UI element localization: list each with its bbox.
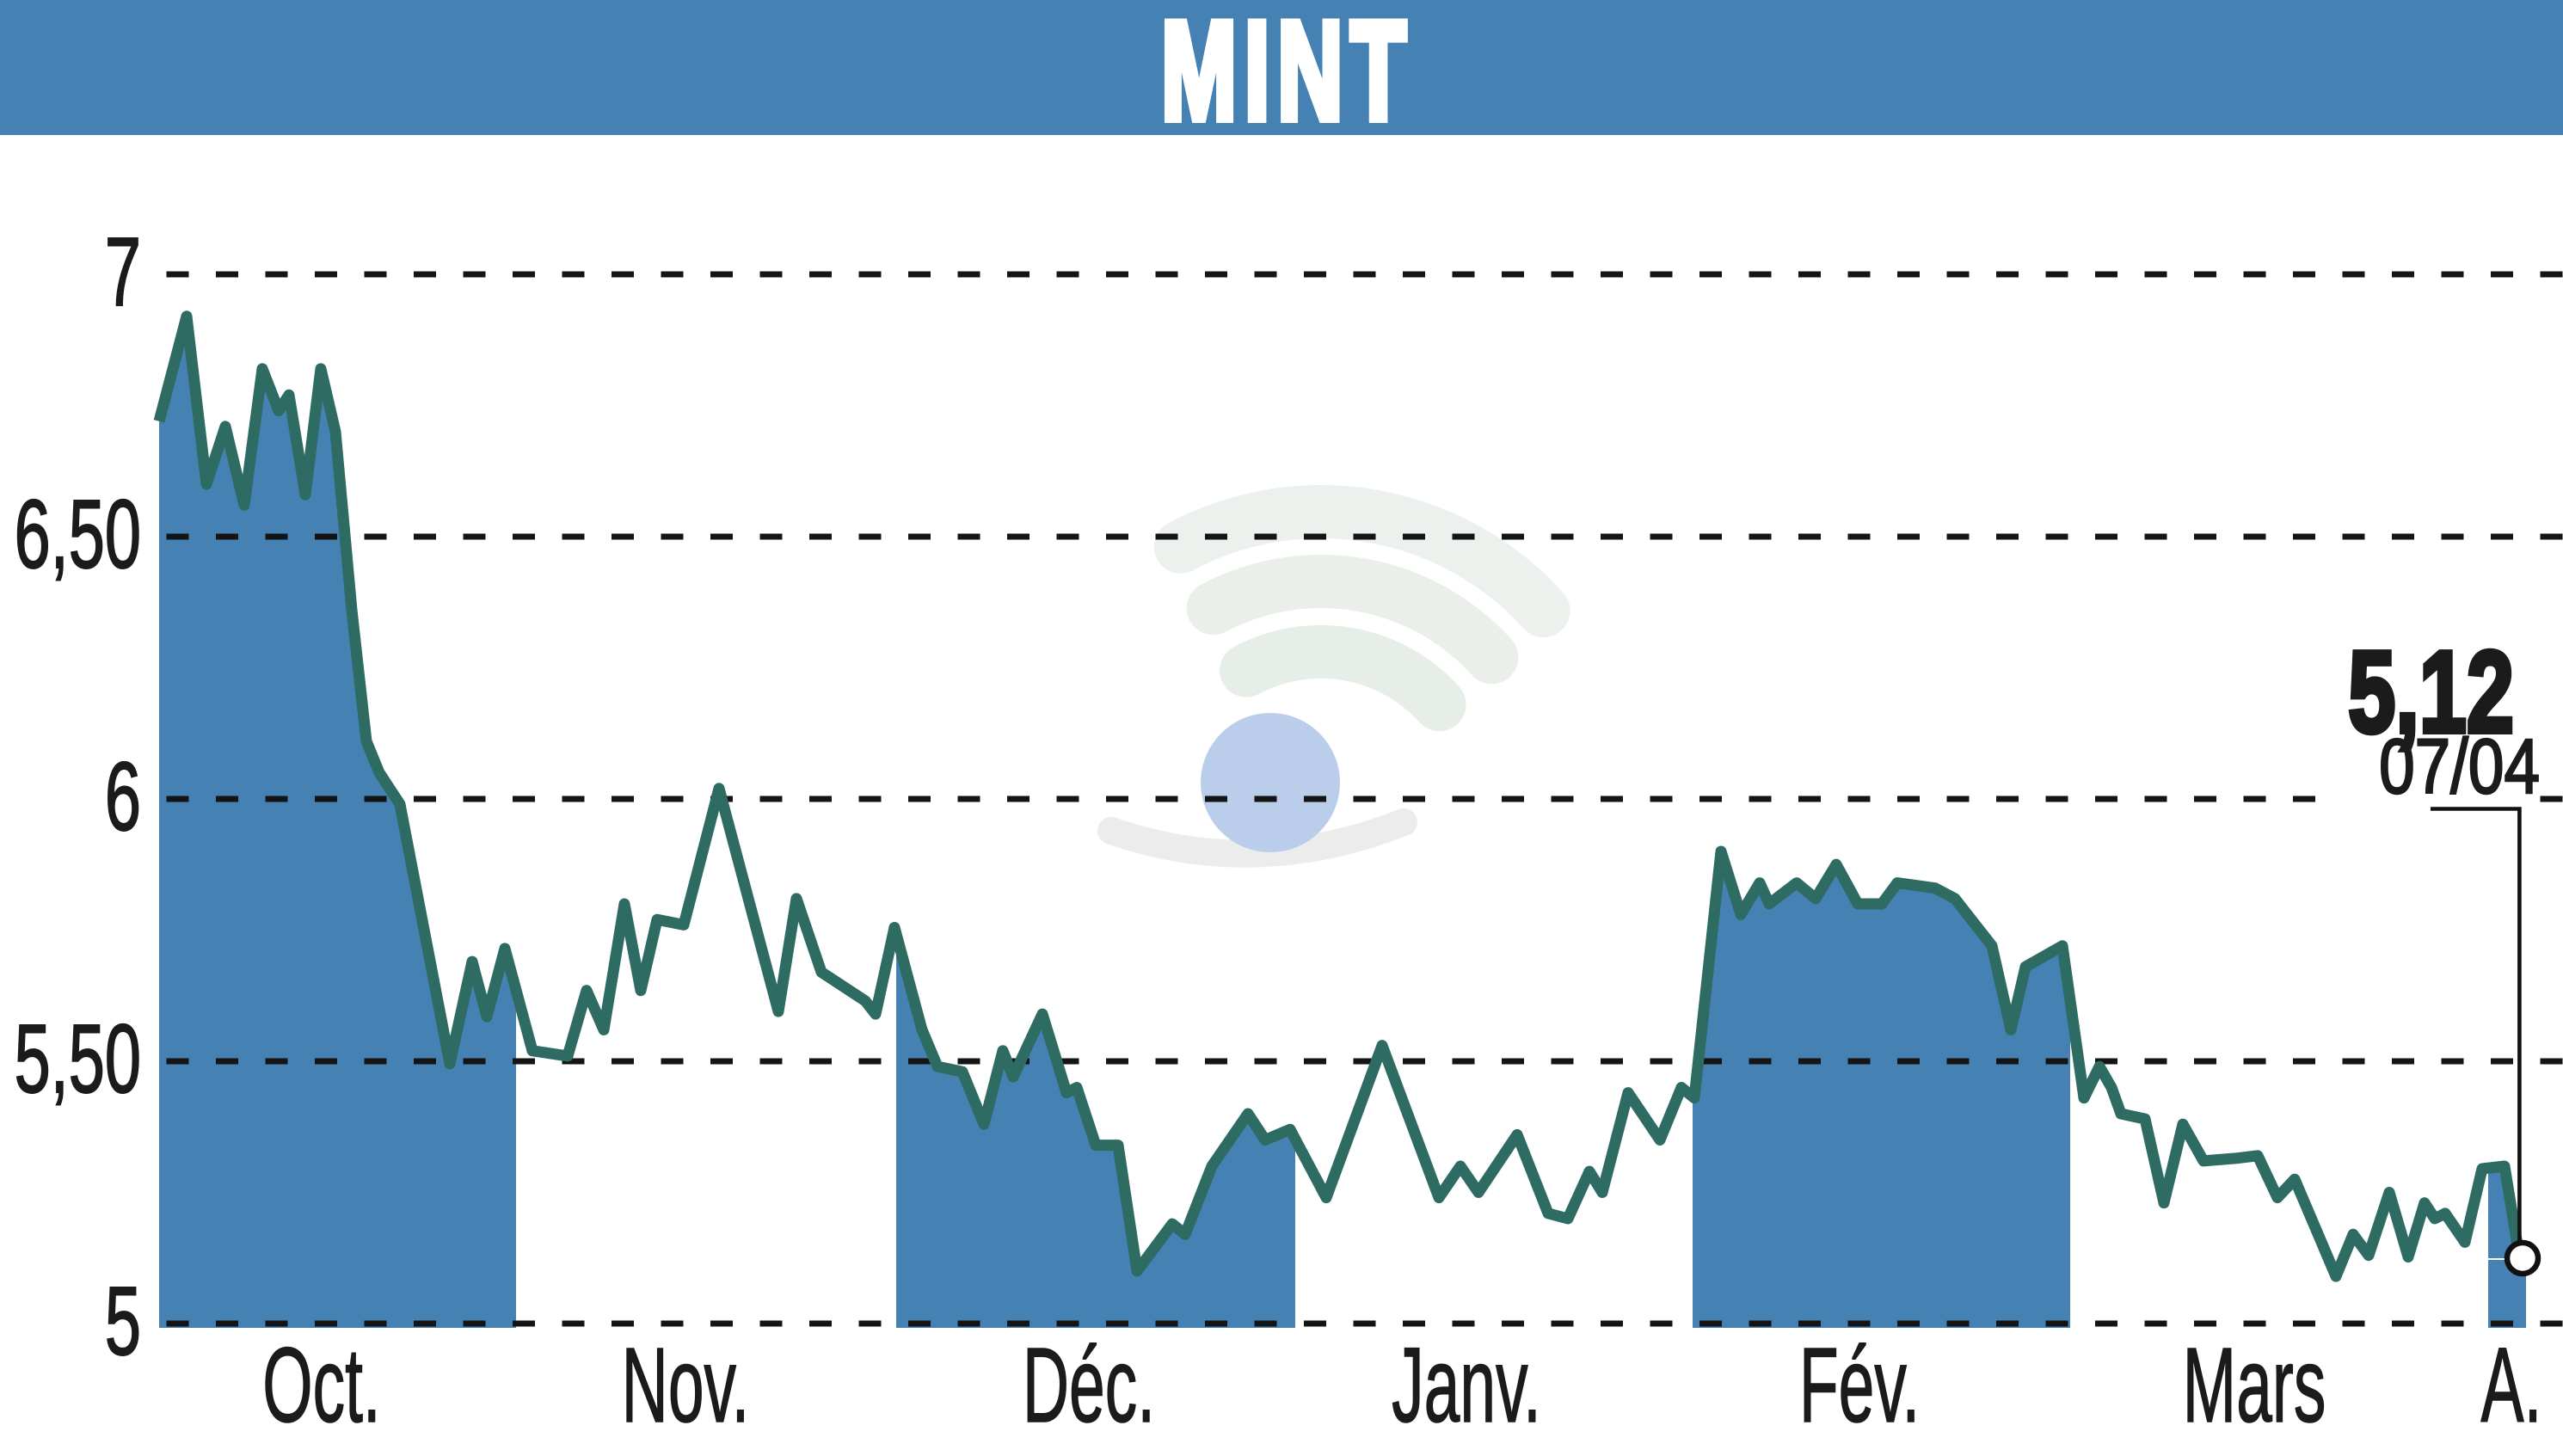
svg-text:07/04: 07/04 xyxy=(2379,722,2540,809)
svg-text:7: 7 xyxy=(105,218,141,327)
svg-text:5,50: 5,50 xyxy=(15,1005,141,1114)
svg-text:Janv.: Janv. xyxy=(1392,1326,1541,1445)
svg-text:6: 6 xyxy=(105,743,141,851)
svg-text:5: 5 xyxy=(105,1268,141,1376)
svg-text:Mars: Mars xyxy=(2183,1326,2326,1445)
svg-text:Fév.: Fév. xyxy=(1799,1326,1920,1445)
svg-text:Oct.: Oct. xyxy=(262,1326,381,1445)
svg-text:5,12: 5,12 xyxy=(2348,628,2514,757)
svg-text:A.: A. xyxy=(2481,1326,2542,1445)
svg-text:Nov.: Nov. xyxy=(622,1326,750,1445)
svg-text:Déc.: Déc. xyxy=(1023,1326,1155,1445)
svg-text:MINT: MINT xyxy=(1161,0,1414,148)
svg-text:6,50: 6,50 xyxy=(15,481,141,589)
